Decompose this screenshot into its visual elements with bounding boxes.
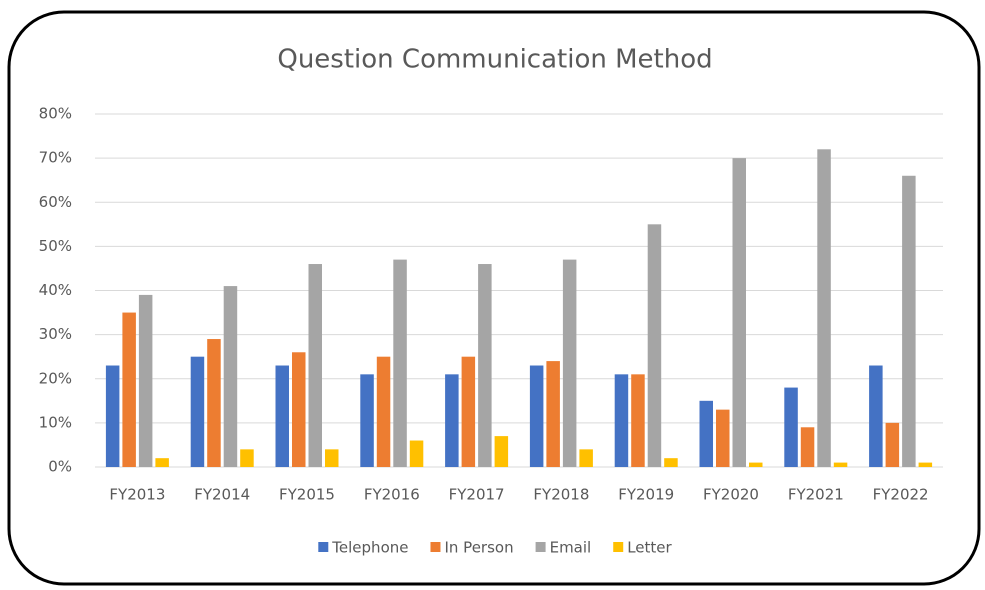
- bar: [240, 449, 254, 467]
- bar: [292, 352, 306, 467]
- bar: [749, 462, 763, 467]
- bar: [138, 294, 153, 467]
- bar: [699, 400, 713, 467]
- bar: [833, 462, 848, 467]
- bar: [478, 264, 492, 467]
- bar: [579, 449, 593, 467]
- bar: [308, 264, 322, 467]
- bar: [885, 422, 900, 467]
- x-tick-label: FY2016: [364, 486, 420, 504]
- bar: [445, 374, 459, 467]
- bar: [529, 365, 544, 467]
- x-tick-label: FY2013: [109, 486, 165, 504]
- bar: [631, 374, 645, 467]
- y-tick-label: 80%: [39, 105, 72, 123]
- y-tick-label: 50%: [39, 237, 72, 255]
- bar: [275, 365, 289, 467]
- bar: [732, 158, 746, 467]
- x-tick-label: FY2020: [703, 486, 759, 504]
- bar: [122, 312, 136, 467]
- y-tick-label: 10%: [39, 413, 72, 431]
- bar: [800, 427, 815, 467]
- legend-label: Email: [550, 539, 592, 557]
- bar: [784, 387, 798, 467]
- bar: [494, 436, 509, 467]
- bar: [155, 458, 169, 467]
- bar: [614, 374, 629, 467]
- y-tick-label: 40%: [39, 281, 72, 299]
- legend-label: Telephone: [331, 539, 408, 557]
- legend-swatch: [535, 542, 546, 552]
- chart-title: Question Communication Method: [277, 45, 712, 75]
- bar: [902, 175, 916, 467]
- y-tick-label: 0%: [48, 458, 72, 476]
- x-tick-label: FY2014: [194, 486, 250, 504]
- bar: [325, 449, 339, 467]
- legend-label: In Person: [444, 539, 513, 557]
- x-tick-label: FY2021: [788, 486, 844, 504]
- bar: [360, 374, 374, 467]
- x-tick-label: FY2022: [873, 486, 929, 504]
- legend-label: Letter: [627, 539, 672, 557]
- bar: [869, 365, 883, 467]
- x-tick-label: FY2017: [449, 486, 505, 504]
- bar: [409, 440, 424, 467]
- y-tick-label: 30%: [39, 325, 72, 343]
- bar: [817, 149, 831, 468]
- x-tick-label: FY2019: [618, 486, 674, 504]
- bar: [716, 409, 730, 467]
- bar: [546, 361, 560, 467]
- y-tick-label: 60%: [39, 193, 72, 211]
- bar: [207, 339, 221, 467]
- bar: [647, 224, 662, 467]
- legend-swatch: [613, 542, 624, 552]
- y-tick-label: 20%: [39, 369, 72, 387]
- legend-swatch: [318, 542, 329, 552]
- bar: [393, 259, 407, 467]
- bar: [918, 462, 933, 467]
- bar: [105, 365, 120, 467]
- x-tick-label: FY2015: [279, 486, 335, 504]
- bar: [562, 259, 577, 467]
- bar: [664, 458, 678, 467]
- bar: [223, 286, 238, 467]
- y-tick-label: 70%: [39, 149, 72, 167]
- legend-swatch: [430, 542, 441, 552]
- x-tick-label: FY2018: [533, 486, 589, 504]
- bar: [461, 356, 476, 467]
- bar: [190, 356, 205, 467]
- bar: [376, 356, 391, 467]
